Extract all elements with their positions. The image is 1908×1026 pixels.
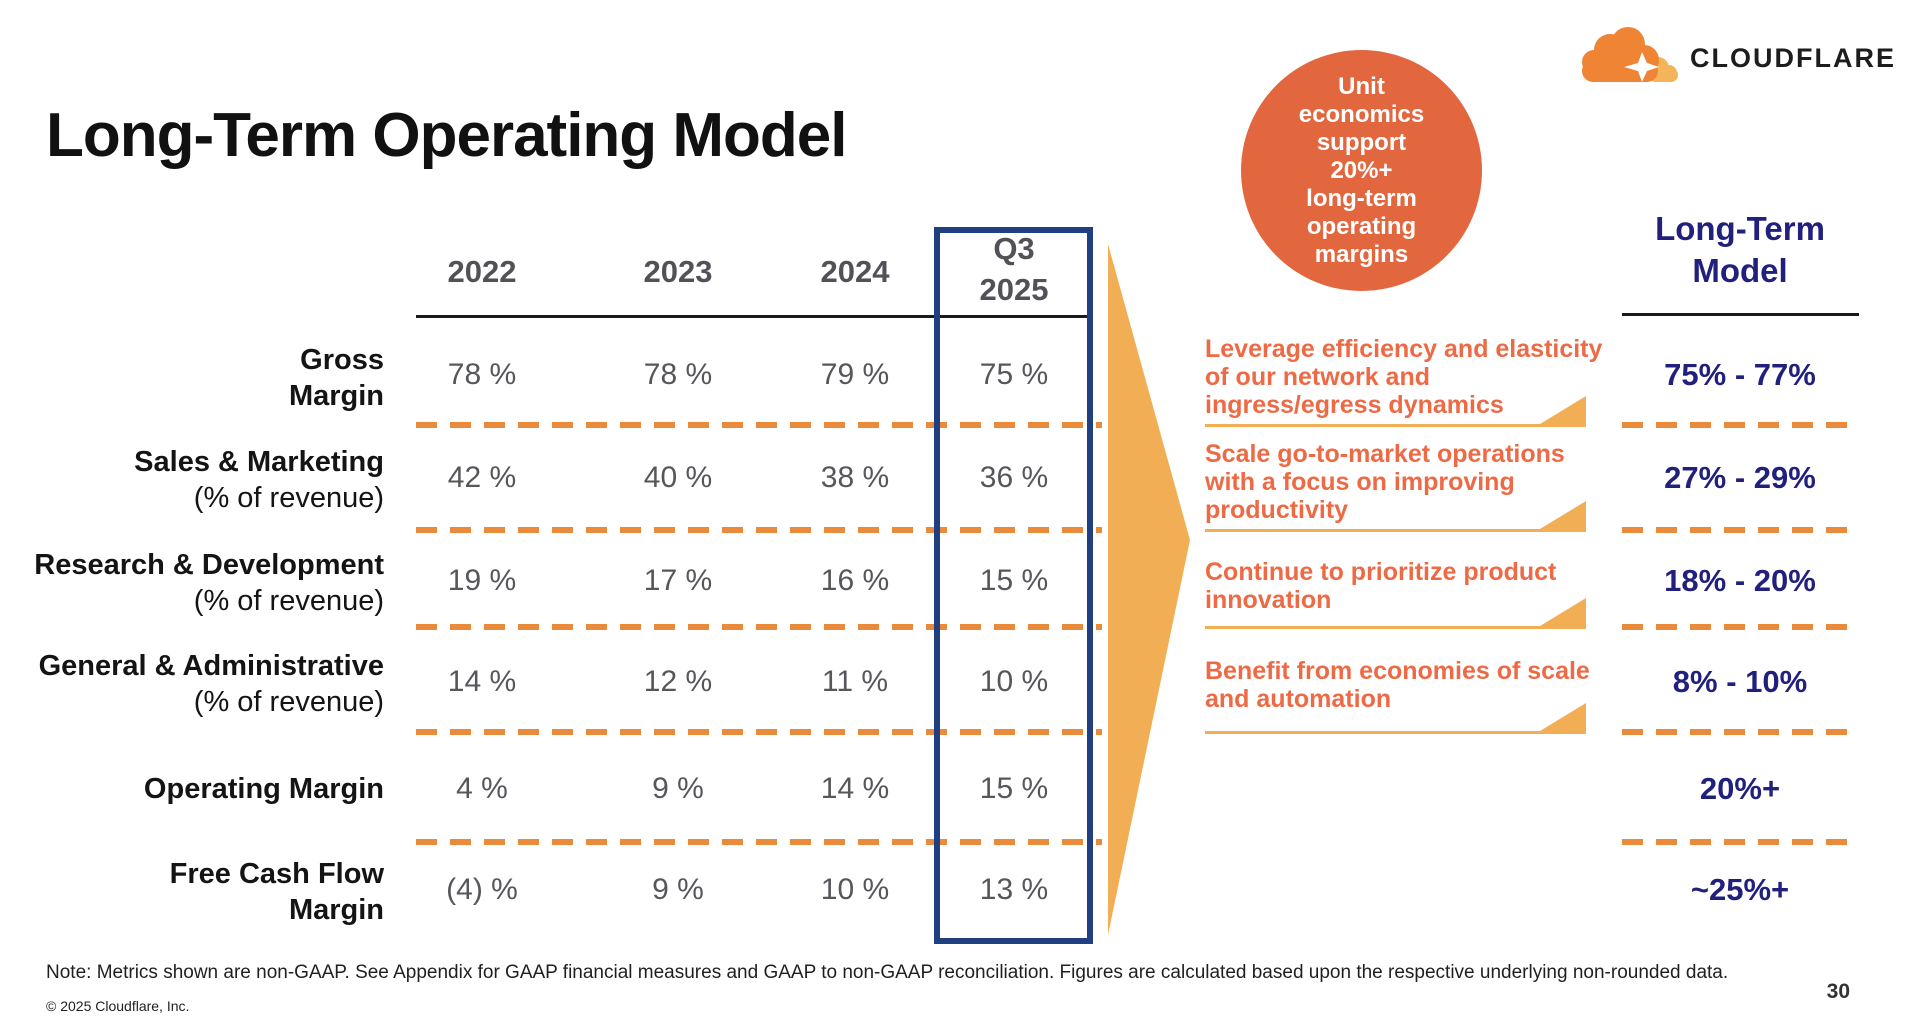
column-header-2022: 2022 <box>447 254 517 289</box>
page-number: 30 <box>1826 980 1850 1003</box>
comment-general-administrative: Benefit from economies of scale and auto… <box>1205 657 1590 713</box>
cell-rd-2023: 17 % <box>643 564 713 597</box>
cell-sm-2024: 38 % <box>820 461 890 494</box>
row-separator <box>416 729 1102 735</box>
cell-fcf-2023: 9 % <box>652 873 704 906</box>
copyright: © 2025 Cloudflare, Inc. <box>46 998 190 1014</box>
step-triangle-icon <box>1540 598 1586 626</box>
cell-ga-2024: 11 % <box>821 665 889 698</box>
lt-gross-margin: 75% - 77% <box>1664 357 1816 392</box>
cloudflare-cloud-icon <box>1576 24 1680 93</box>
cell-gross-2023: 78 % <box>643 358 713 391</box>
step-triangle-icon <box>1540 396 1586 424</box>
cell-ga-2022: 14 % <box>447 665 517 698</box>
cell-om-2024: 14 % <box>820 772 890 805</box>
cloudflare-logo: CLOUDFLARE <box>1576 24 1896 93</box>
comment-separator <box>1205 626 1586 629</box>
lt-research-development: 18% - 20% <box>1664 563 1816 598</box>
row-label-free-cash-flow-margin: Free Cash Flow Margin <box>169 858 384 926</box>
cell-rd-2024: 16 % <box>820 564 890 597</box>
table-header-rule <box>416 315 1093 318</box>
comment-separator <box>1205 731 1586 734</box>
row-separator <box>1622 729 1859 735</box>
row-separator <box>1622 527 1859 533</box>
row-separator <box>416 527 1102 533</box>
right-arrow <box>1108 244 1190 935</box>
cell-sm-2022: 42 % <box>447 461 517 494</box>
row-label-gross-margin: Gross Margin <box>288 344 384 412</box>
cell-ga-q3-2025: 10 % <box>979 665 1049 698</box>
page-title: Long-Term Operating Model <box>46 101 847 170</box>
lt-operating-margin: 20%+ <box>1699 771 1781 806</box>
row-separator <box>416 624 1102 630</box>
cell-sm-2023: 40 % <box>643 461 713 494</box>
row-label-operating-margin: Operating Margin <box>143 773 384 805</box>
row-separator <box>416 839 1102 845</box>
cell-gross-q3-2025: 75 % <box>979 358 1049 391</box>
cell-gross-2024: 79 % <box>820 358 890 391</box>
cell-sm-q3-2025: 36 % <box>979 461 1049 494</box>
column-header-2024: 2024 <box>820 254 890 289</box>
comment-gross-margin: Leverage efficiency and elasticity of ou… <box>1205 335 1603 419</box>
lt-sales-marketing: 27% - 29% <box>1664 460 1816 495</box>
footnote: Note: Metrics shown are non-GAAP. See Ap… <box>46 962 1729 983</box>
row-separator <box>1622 624 1859 630</box>
unit-economics-callout: Unit economics support 20%+ long-term op… <box>1241 50 1482 291</box>
long-term-model-header: Long-Term Model <box>1655 210 1825 289</box>
column-header-q3-2025: Q3 2025 <box>979 231 1049 307</box>
callout-text: Unit economics support 20%+ long-term op… <box>1298 72 1425 268</box>
comment-sales-marketing: Scale go-to-market operations with a foc… <box>1205 440 1565 524</box>
comment-separator <box>1205 424 1586 427</box>
cell-ga-2023: 12 % <box>643 665 713 698</box>
long-term-header-rule <box>1622 313 1859 316</box>
front-cloud <box>1582 27 1659 82</box>
comment-research-development: Continue to prioritize product innovatio… <box>1205 558 1557 614</box>
cell-gross-2022: 78 % <box>447 358 517 391</box>
row-separator <box>1622 422 1859 428</box>
step-triangle-icon <box>1540 703 1586 731</box>
row-label-sales-marketing: Sales & Marketing (% of revenue) <box>134 446 384 514</box>
comment-separator <box>1205 529 1586 532</box>
row-separator <box>1622 839 1859 845</box>
cell-rd-2022: 19 % <box>447 564 517 597</box>
column-header-2023: 2023 <box>643 254 713 289</box>
flare-star <box>1624 52 1659 82</box>
cell-fcf-q3-2025: 13 % <box>979 873 1049 906</box>
lt-free-cash-flow: ~25%+ <box>1690 872 1790 907</box>
cell-fcf-2022: (4) % <box>446 873 518 906</box>
cell-om-2022: 4 % <box>456 772 508 805</box>
cell-om-2023: 9 % <box>652 772 704 805</box>
cloudflare-wordmark: CLOUDFLARE <box>1690 43 1896 73</box>
q3-2025-highlight-box <box>934 227 1093 944</box>
row-label-research-development: Research & Development (% of revenue) <box>34 549 384 617</box>
cell-rd-q3-2025: 15 % <box>979 564 1049 597</box>
row-separator <box>416 422 1102 428</box>
lt-general-administrative: 8% - 10% <box>1672 664 1808 699</box>
row-label-general-administrative: General & Administrative (% of revenue) <box>38 650 384 718</box>
cell-om-q3-2025: 15 % <box>979 772 1049 805</box>
cell-fcf-2024: 10 % <box>820 873 890 906</box>
step-triangle-icon <box>1540 501 1586 529</box>
